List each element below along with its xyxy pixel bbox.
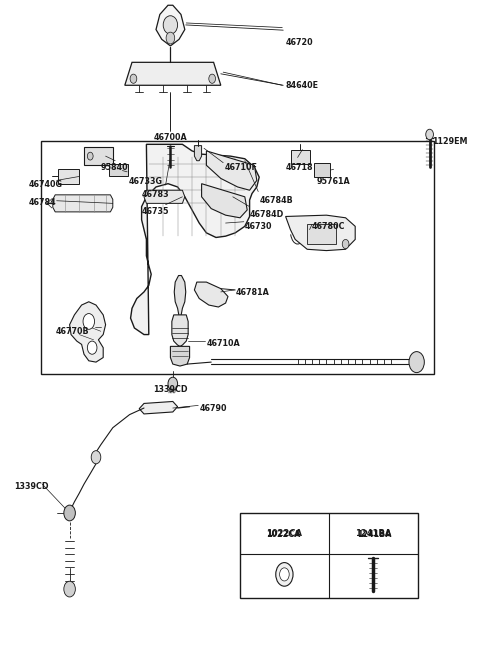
Text: 46781A: 46781A xyxy=(235,288,269,297)
Polygon shape xyxy=(125,62,221,85)
Circle shape xyxy=(87,341,97,354)
Text: 46720: 46720 xyxy=(286,38,313,47)
Polygon shape xyxy=(202,184,247,218)
Text: 1022CA: 1022CA xyxy=(266,529,302,538)
Bar xyxy=(314,163,330,177)
Circle shape xyxy=(209,74,216,83)
Text: 46780C: 46780C xyxy=(312,222,346,231)
Text: 46740G: 46740G xyxy=(29,180,63,190)
Polygon shape xyxy=(194,146,202,161)
Text: 46784D: 46784D xyxy=(250,210,284,219)
Polygon shape xyxy=(174,276,186,321)
Circle shape xyxy=(87,152,93,160)
Circle shape xyxy=(342,239,349,249)
Circle shape xyxy=(64,505,75,521)
Polygon shape xyxy=(156,5,185,46)
Text: 46735: 46735 xyxy=(142,207,169,216)
Polygon shape xyxy=(131,144,259,335)
Polygon shape xyxy=(172,315,188,346)
Bar xyxy=(291,150,310,164)
Bar xyxy=(41,141,434,374)
Circle shape xyxy=(83,314,95,329)
Text: 46790: 46790 xyxy=(199,403,227,413)
Text: 46700A: 46700A xyxy=(154,133,187,142)
Circle shape xyxy=(130,74,137,83)
Circle shape xyxy=(64,581,75,597)
Text: 84640E: 84640E xyxy=(286,81,319,90)
Polygon shape xyxy=(206,151,257,190)
Circle shape xyxy=(409,352,424,373)
Text: 95761A: 95761A xyxy=(317,177,350,186)
Text: 46710F: 46710F xyxy=(225,163,257,173)
Text: 1241BA: 1241BA xyxy=(355,529,391,538)
Bar xyxy=(84,147,113,165)
Bar xyxy=(307,224,336,244)
Text: 46784: 46784 xyxy=(29,198,57,207)
Text: 1129EM: 1129EM xyxy=(432,137,468,146)
Polygon shape xyxy=(144,190,185,203)
Polygon shape xyxy=(194,282,228,307)
Text: 46733G: 46733G xyxy=(129,177,163,186)
Circle shape xyxy=(91,451,101,464)
Circle shape xyxy=(168,377,178,390)
Polygon shape xyxy=(170,346,190,366)
Circle shape xyxy=(166,32,175,44)
Bar xyxy=(240,513,418,598)
Bar xyxy=(58,169,79,184)
Polygon shape xyxy=(53,195,113,212)
Text: 46770B: 46770B xyxy=(55,327,89,337)
Text: 46730: 46730 xyxy=(245,222,272,231)
Text: 1339CD: 1339CD xyxy=(14,482,49,491)
Ellipse shape xyxy=(163,16,178,34)
Bar xyxy=(109,164,128,176)
Text: 46718: 46718 xyxy=(286,163,313,173)
Text: 1339CD: 1339CD xyxy=(154,385,188,394)
Text: 46784B: 46784B xyxy=(259,195,293,205)
Polygon shape xyxy=(139,401,178,414)
Text: 1241BA: 1241BA xyxy=(357,530,392,539)
Circle shape xyxy=(276,563,293,586)
Text: 95840: 95840 xyxy=(101,163,129,173)
Text: 1022CA: 1022CA xyxy=(266,530,300,539)
Polygon shape xyxy=(70,302,106,362)
Text: 46710A: 46710A xyxy=(206,339,240,348)
Text: 46783: 46783 xyxy=(142,190,169,199)
Circle shape xyxy=(426,129,433,140)
Circle shape xyxy=(279,568,289,581)
Polygon shape xyxy=(286,215,355,251)
